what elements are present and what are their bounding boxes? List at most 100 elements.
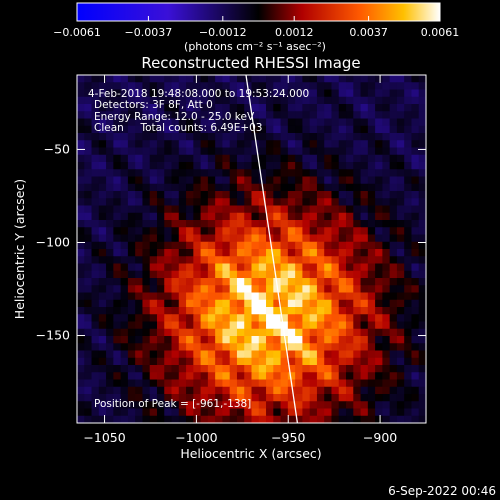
heatmap-cell [178, 183, 187, 192]
heatmap-cell [411, 270, 420, 279]
heatmap-cell [244, 125, 252, 134]
heatmap-cell [258, 133, 267, 141]
heatmap-cell [171, 256, 180, 264]
heatmap-cell [266, 118, 274, 127]
heatmap-cell [382, 227, 391, 235]
heatmap-cell [142, 234, 151, 243]
heatmap-cell [186, 220, 194, 228]
heatmap-cell [396, 198, 405, 206]
heatmap-cell [331, 89, 340, 98]
heatmap-cell [106, 357, 114, 366]
heatmap-cell [142, 256, 151, 264]
heatmap-cell [135, 111, 143, 119]
heatmap-cell [367, 241, 376, 250]
heatmap-cell [331, 234, 340, 243]
heatmap-cell [77, 278, 85, 286]
heatmap-cell [193, 263, 201, 272]
heatmap-cell [229, 249, 238, 257]
heatmap-cell [287, 104, 296, 112]
heatmap-cell [338, 415, 347, 423]
heatmap-cell [389, 227, 398, 235]
heatmap-cell [98, 328, 107, 337]
heatmap-cell [353, 162, 361, 170]
heatmap-cell [178, 118, 187, 127]
heatmap-cell [236, 285, 245, 293]
heatmap-cell [207, 350, 216, 359]
heatmap-cell [396, 343, 405, 351]
heatmap-cell [186, 89, 194, 98]
heatmap-cell [266, 336, 274, 344]
heatmap-cell [396, 234, 405, 243]
heatmap-cell [236, 118, 245, 127]
heatmap-cell [164, 118, 172, 127]
heatmap-cell [200, 350, 209, 359]
heatmap-cell [149, 270, 158, 279]
heatmap-cell [200, 96, 209, 105]
heatmap-cell [171, 394, 180, 402]
heatmap-cell [215, 263, 223, 272]
heatmap-cell [193, 205, 201, 214]
heatmap-cell [418, 365, 426, 373]
heatmap-cell [287, 415, 296, 423]
heatmap-cell [396, 321, 405, 330]
heatmap-cell [207, 227, 216, 235]
heatmap-cell [389, 394, 398, 402]
heatmap-cell [106, 241, 114, 250]
heatmap-cell [164, 285, 172, 293]
heatmap-cell [98, 205, 107, 214]
heatmap-cell [367, 147, 376, 156]
heatmap-cell [258, 314, 267, 322]
heatmap-cell [346, 191, 354, 199]
heatmap-cell [302, 365, 311, 373]
heatmap-cell [164, 263, 172, 272]
heatmap-cell [186, 147, 194, 156]
heatmap-cell [382, 350, 391, 359]
heatmap-cell [396, 263, 405, 272]
heatmap-cell [389, 234, 398, 243]
heatmap-cell [360, 328, 369, 337]
heatmap-cell [251, 169, 260, 177]
heatmap-cell [389, 321, 398, 330]
heatmap-cell [149, 140, 158, 148]
heatmap-cell [229, 118, 238, 127]
heatmap-cell [411, 307, 420, 315]
heatmap-cell [353, 292, 361, 301]
heatmap-cell [287, 234, 296, 243]
heatmap-cell [389, 205, 398, 214]
heatmap-cell [207, 125, 216, 134]
heatmap-cell [396, 212, 405, 221]
heatmap-cell [404, 104, 412, 112]
heatmap-cell [222, 357, 231, 366]
y-tick-label: −50 [44, 141, 70, 156]
heatmap-cell [287, 198, 296, 206]
heatmap-cell [396, 162, 405, 170]
heatmap-cell [98, 118, 107, 127]
heatmap-cell [251, 111, 260, 119]
heatmap-cell [251, 336, 260, 344]
heatmap-cell [149, 314, 158, 322]
heatmap-cell [251, 162, 260, 170]
heatmap-cell [360, 212, 369, 221]
heatmap-cell [84, 176, 92, 185]
heatmap-cell [251, 191, 260, 199]
heatmap-cell [200, 82, 209, 90]
heatmap-cell [222, 176, 231, 185]
heatmap-cell [346, 183, 354, 192]
heatmap-cell [193, 75, 201, 83]
heatmap-cell [164, 401, 172, 409]
heatmap-cell [396, 292, 405, 301]
heatmap-cell [149, 104, 158, 112]
heatmap-cell [77, 307, 85, 315]
heatmap-cell [215, 205, 223, 214]
heatmap-cell [375, 357, 383, 366]
heatmap-cell [84, 89, 92, 98]
heatmap-cell [244, 118, 252, 127]
heatmap-cell [353, 408, 361, 417]
heatmap-cell [164, 372, 172, 380]
heatmap-cell [331, 249, 340, 257]
heatmap-cell [164, 336, 172, 344]
heatmap-cell [331, 314, 340, 322]
heatmap-cell [411, 220, 420, 228]
heatmap-cell [418, 96, 426, 105]
heatmap-cell [207, 249, 216, 257]
